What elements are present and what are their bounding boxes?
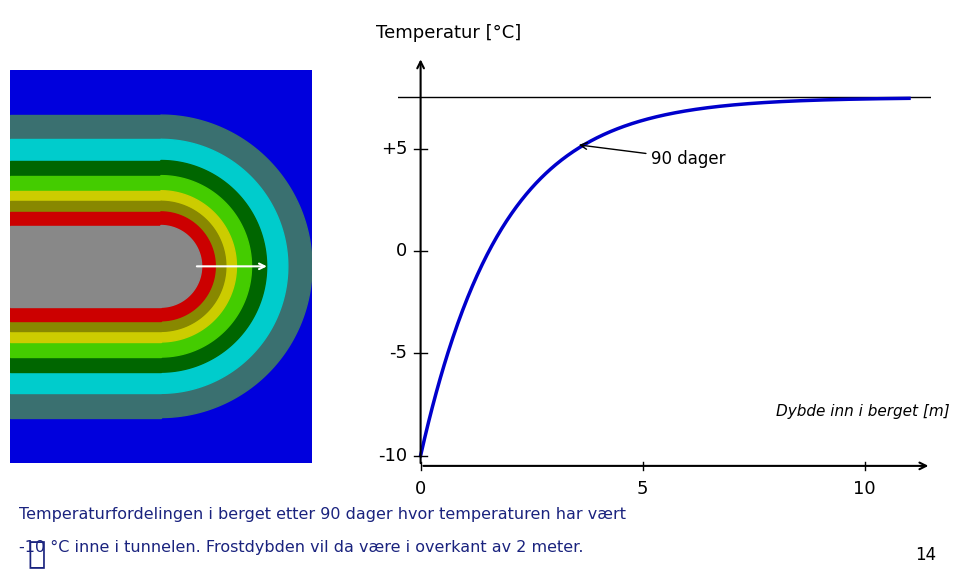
Polygon shape <box>10 115 160 140</box>
Circle shape <box>0 540 324 569</box>
Polygon shape <box>10 190 160 201</box>
Text: SINTEF Byggforsk: SINTEF Byggforsk <box>500 547 652 562</box>
Text: Temperaturfordelingen i berget etter 90 dager hvor temperaturen har vært: Temperaturfordelingen i berget etter 90 … <box>19 507 626 522</box>
Polygon shape <box>160 175 252 357</box>
Polygon shape <box>10 266 160 307</box>
Polygon shape <box>10 175 160 190</box>
Text: Temperatur [°C]: Temperatur [°C] <box>376 24 521 42</box>
Polygon shape <box>10 372 160 393</box>
Polygon shape <box>10 140 160 160</box>
Polygon shape <box>10 342 160 357</box>
Text: SINTEF: SINTEF <box>72 544 155 565</box>
Text: Dybde inn i berget [m]: Dybde inn i berget [m] <box>776 405 949 420</box>
Polygon shape <box>160 201 226 331</box>
Polygon shape <box>10 357 160 372</box>
Polygon shape <box>10 321 160 331</box>
Polygon shape <box>160 140 288 393</box>
Polygon shape <box>160 160 267 372</box>
Polygon shape <box>160 212 215 321</box>
Text: 0: 0 <box>415 480 426 498</box>
Text: -10 °C inne i tunnelen. Frostdybden vil da være i overkant av 2 meter.: -10 °C inne i tunnelen. Frostdybden vil … <box>19 540 584 555</box>
Text: -5: -5 <box>390 345 407 362</box>
Polygon shape <box>10 201 160 212</box>
Text: 14: 14 <box>915 545 936 564</box>
Polygon shape <box>10 225 160 266</box>
Text: 90 dager: 90 dager <box>580 142 726 168</box>
Text: +5: +5 <box>381 140 407 157</box>
Polygon shape <box>10 160 160 175</box>
Text: -10: -10 <box>378 446 407 465</box>
Polygon shape <box>10 331 160 342</box>
Polygon shape <box>160 115 312 417</box>
Polygon shape <box>160 190 236 342</box>
Text: Ⓢ: Ⓢ <box>27 540 46 569</box>
Polygon shape <box>160 225 202 307</box>
Polygon shape <box>10 307 160 321</box>
Polygon shape <box>10 393 160 417</box>
Polygon shape <box>10 212 160 225</box>
Text: 5: 5 <box>636 480 648 498</box>
Text: 10: 10 <box>853 480 876 498</box>
Text: 0: 0 <box>396 242 407 260</box>
